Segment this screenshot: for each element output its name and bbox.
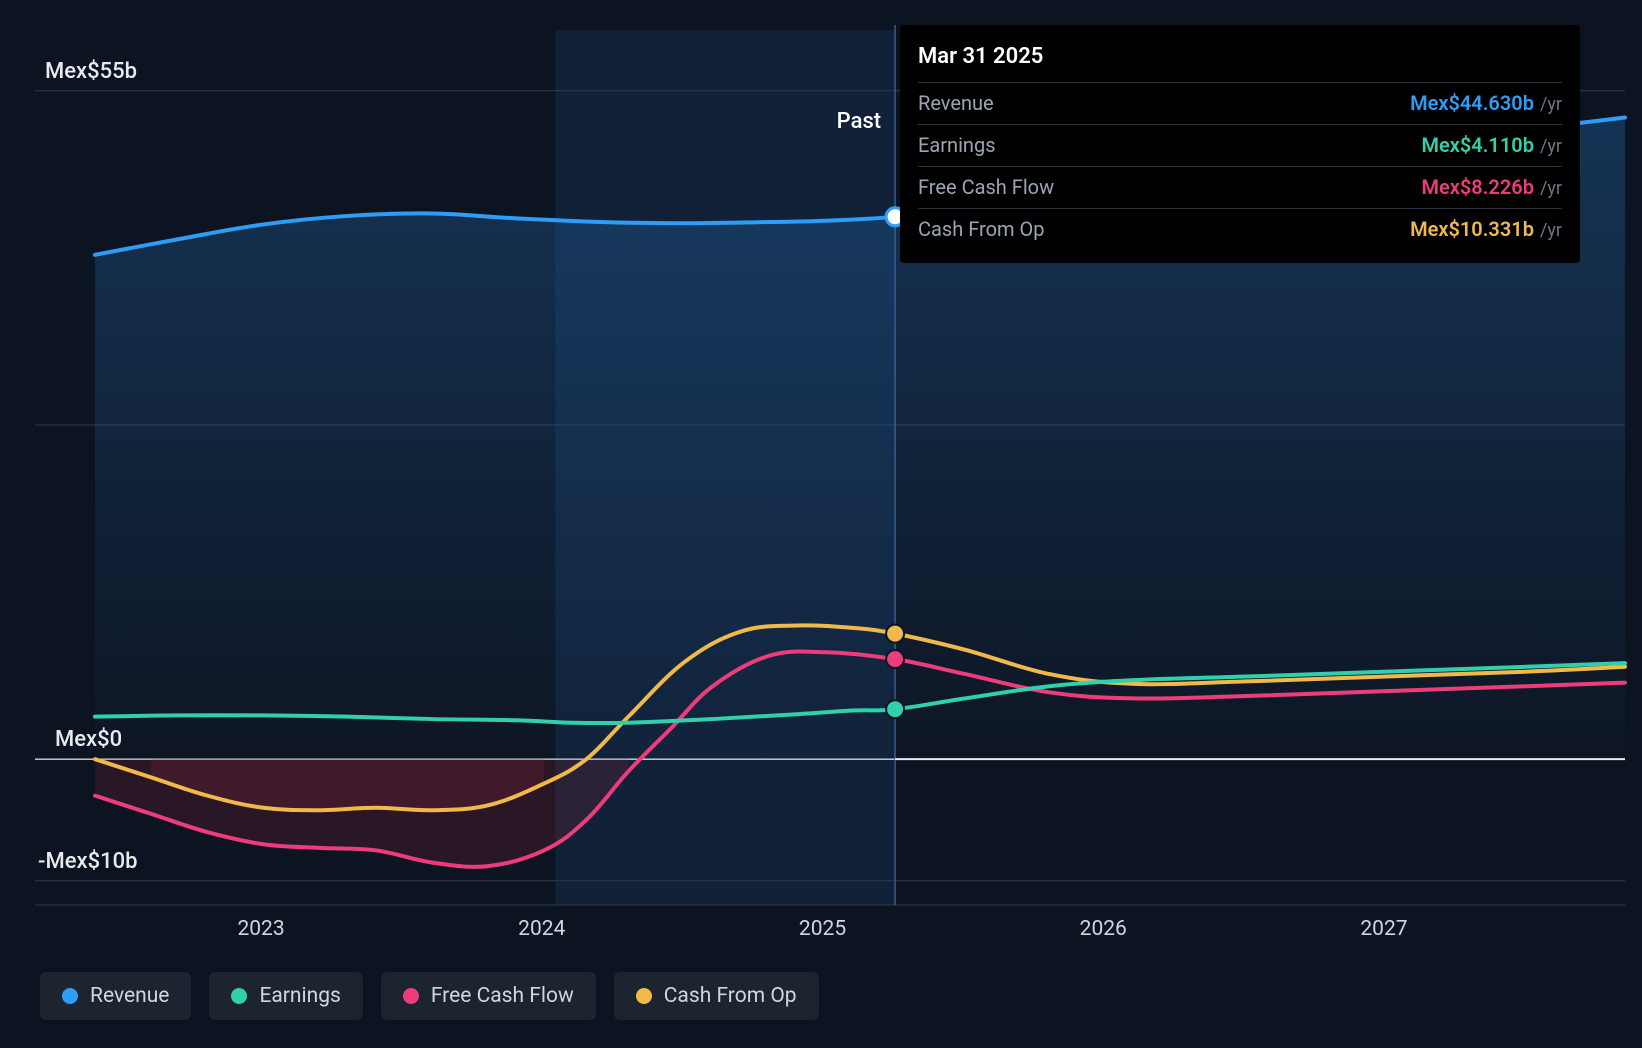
y-axis-label: Mex$0	[55, 727, 122, 752]
legend-item-label: Revenue	[90, 984, 169, 1008]
tooltip-row-unit: /yr	[1540, 91, 1562, 120]
tooltip-row-label: Cash From Op	[918, 213, 1044, 246]
tooltip-row-label: Free Cash Flow	[918, 171, 1054, 204]
earnings-color-dot	[231, 988, 247, 1004]
tooltip-row-label: Earnings	[918, 129, 996, 162]
x-axis-tick: 2026	[1080, 917, 1127, 941]
tooltip-row: Earnings Mex$4.110b/yr	[918, 125, 1562, 167]
legend-item-earnings[interactable]: Earnings	[209, 972, 362, 1020]
legend-item-fcf[interactable]: Free Cash Flow	[381, 972, 596, 1020]
legend-item-label: Earnings	[259, 984, 340, 1008]
tooltip-row-value: Mex$4.110b	[1422, 129, 1534, 161]
tooltip-row-unit: /yr	[1540, 175, 1562, 204]
tooltip-row-value: Mex$44.630b	[1410, 87, 1534, 119]
chart-legend: Revenue Earnings Free Cash Flow Cash From O…	[40, 972, 819, 1020]
financial-forecast-chart: Mex$55b Mex$0 -Mex$10b 2023 2024 2025 2026 202…	[0, 0, 1642, 1048]
tooltip-row: Free Cash Flow Mex$8.226b/yr	[918, 167, 1562, 209]
legend-item-label: Free Cash Flow	[431, 984, 574, 1008]
tooltip-row-label: Revenue	[918, 87, 994, 120]
x-axis-tick: 2025	[799, 917, 846, 941]
tooltip-row-value: Mex$8.226b	[1422, 171, 1534, 203]
tooltip-row: Revenue Mex$44.630b/yr	[918, 83, 1562, 125]
x-axis-tick: 2027	[1360, 917, 1407, 941]
y-axis-label: Mex$55b	[45, 59, 137, 84]
legend-item-revenue[interactable]: Revenue	[40, 972, 191, 1020]
chart-tooltip: Mar 31 2025 RevenueMex$44.630b/yrEarning…	[900, 25, 1580, 263]
revenue-color-dot	[62, 988, 78, 1004]
cash_op-color-dot	[636, 988, 652, 1004]
fcf-color-dot	[403, 988, 419, 1004]
tooltip-row-unit: /yr	[1540, 217, 1562, 246]
x-axis-tick: 2023	[237, 917, 284, 941]
legend-item-label: Cash From Op	[664, 984, 797, 1008]
y-axis-label: -Mex$10b	[38, 849, 137, 874]
tooltip-row-unit: /yr	[1540, 133, 1562, 162]
divider-past-label: Past	[837, 109, 881, 134]
x-axis-tick: 2024	[518, 917, 565, 941]
tooltip-row: Cash From Op Mex$10.331b/yr	[918, 209, 1562, 250]
legend-item-cash_op[interactable]: Cash From Op	[614, 972, 819, 1020]
tooltip-row-value: Mex$10.331b	[1410, 213, 1534, 245]
tooltip-date: Mar 31 2025	[918, 39, 1562, 83]
